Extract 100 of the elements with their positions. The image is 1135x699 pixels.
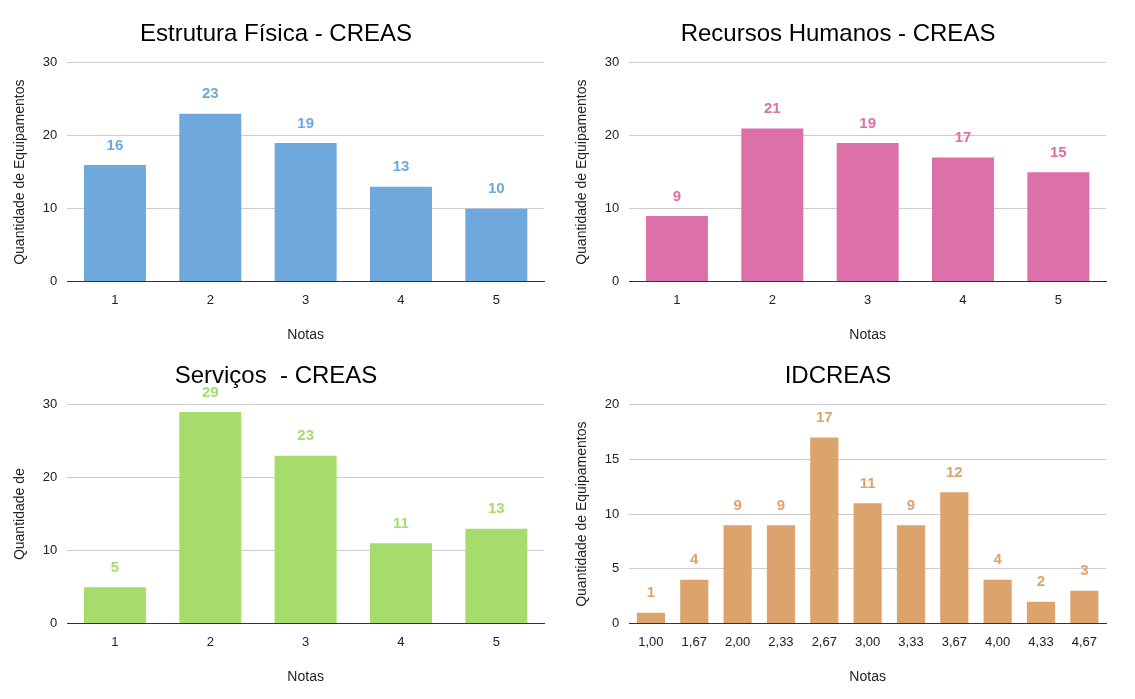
bar [1026, 601, 1056, 624]
bar [680, 579, 709, 624]
bar [83, 164, 146, 282]
data-label: 23 [297, 426, 314, 444]
x-tick-label: 1 [111, 633, 119, 649]
bar [179, 113, 242, 282]
bar [810, 437, 839, 624]
bar [645, 215, 708, 282]
data-label: 11 [393, 514, 409, 532]
data-label: 1 [646, 583, 656, 601]
y-tick-label: 10 [604, 505, 620, 521]
data-label: 17 [954, 128, 972, 146]
y-axis-title: Quantidade de Equipamentos [11, 79, 28, 265]
x-tick-label: 2 [206, 633, 214, 649]
bar [465, 208, 528, 282]
x-axis-title: Notas [849, 326, 886, 343]
bar [274, 455, 337, 624]
bar [723, 525, 752, 624]
y-tick-label: 0 [50, 273, 58, 289]
x-tick-label: 3,00 [854, 633, 881, 649]
bar [931, 157, 994, 282]
y-tick-label: 10 [42, 542, 58, 558]
data-label: 19 [297, 113, 314, 131]
x-tick-label: 5 [1054, 291, 1062, 307]
data-label: 15 [1049, 142, 1067, 160]
y-tick-label: 0 [50, 615, 58, 631]
x-tick-label: 1,67 [681, 633, 707, 649]
y-tick-label: 20 [604, 127, 620, 143]
x-tick-label: 4,67 [1071, 633, 1097, 649]
x-tick-label: 2,00 [724, 633, 751, 649]
data-label: 5 [110, 557, 120, 575]
data-label: 10 [487, 179, 505, 197]
y-tick-label: 20 [42, 127, 58, 143]
data-label: 9 [733, 495, 742, 513]
y-tick-label: 15 [604, 451, 620, 467]
bar [896, 525, 926, 624]
data-label: 4 [993, 550, 1003, 568]
y-tick-label: 30 [42, 54, 58, 70]
data-label: 13 [487, 499, 505, 517]
x-tick-label: 2,67 [811, 633, 837, 649]
x-tick-label: 2,33 [768, 633, 794, 649]
data-label: 2 [1036, 572, 1046, 590]
x-tick-label: 3,67 [941, 633, 967, 649]
x-tick-label: 4,00 [984, 633, 1011, 649]
chart-title: Recursos Humanos - CREAS [680, 19, 996, 47]
y-tick-label: 0 [612, 615, 620, 631]
y-tick-label: 30 [42, 396, 58, 412]
bar [1027, 172, 1090, 282]
data-label: 17 [815, 408, 833, 426]
data-label: 4 [690, 550, 700, 568]
chart-title: Estrutura Física - CREAS [139, 19, 413, 47]
x-axis-title: Notas [287, 668, 324, 685]
data-label: 11 [859, 473, 876, 491]
bar [983, 579, 1012, 624]
chart-title: IDCREAS [784, 361, 892, 389]
x-tick-label: 5 [492, 633, 500, 649]
x-axis-title: Notas [849, 668, 886, 685]
x-tick-label: 1 [673, 291, 681, 307]
data-label: 13 [392, 157, 410, 175]
y-axis-title: Quantidade de Equipamentos [573, 79, 590, 265]
y-tick-label: 20 [604, 396, 620, 412]
y-axis-title: Quantidade de Equipamentos [573, 421, 590, 607]
bar [636, 612, 666, 624]
bar [369, 543, 432, 624]
data-label: 9 [906, 495, 916, 513]
data-label: 23 [201, 84, 219, 102]
x-tick-label: 4,33 [1028, 633, 1054, 649]
data-label: 21 [763, 99, 781, 117]
data-label: 9 [776, 495, 786, 513]
bar [274, 143, 337, 282]
x-tick-label: 4 [959, 291, 967, 307]
y-tick-label: 30 [604, 54, 620, 70]
bar [179, 412, 242, 624]
x-tick-label: 3,33 [898, 633, 924, 649]
bar [853, 503, 882, 624]
y-axis-title: Quantidade de [11, 468, 28, 561]
x-tick-label: 3 [302, 633, 310, 649]
x-tick-label: 1,00 [638, 633, 664, 649]
y-tick-label: 0 [612, 273, 620, 289]
x-tick-label: 4 [397, 291, 405, 307]
bar [83, 587, 146, 624]
y-tick-label: 5 [612, 560, 620, 576]
x-tick-label: 3 [864, 291, 872, 307]
bar [940, 492, 969, 624]
x-tick-label: 2 [206, 291, 214, 307]
y-tick-label: 20 [42, 469, 58, 485]
x-tick-label: 4 [397, 633, 405, 649]
x-tick-label: 1 [111, 291, 119, 307]
bar [1070, 590, 1099, 624]
data-label: 12 [945, 462, 963, 480]
bar [836, 143, 899, 282]
data-label: 3 [1080, 561, 1089, 579]
x-tick-label: 5 [492, 291, 500, 307]
x-tick-label: 2 [768, 291, 776, 307]
bar [766, 525, 796, 624]
bar [465, 528, 528, 624]
data-label: 9 [672, 186, 682, 204]
x-axis-title: Notas [287, 326, 324, 343]
data-label: 16 [106, 135, 124, 153]
y-tick-label: 10 [604, 200, 620, 216]
